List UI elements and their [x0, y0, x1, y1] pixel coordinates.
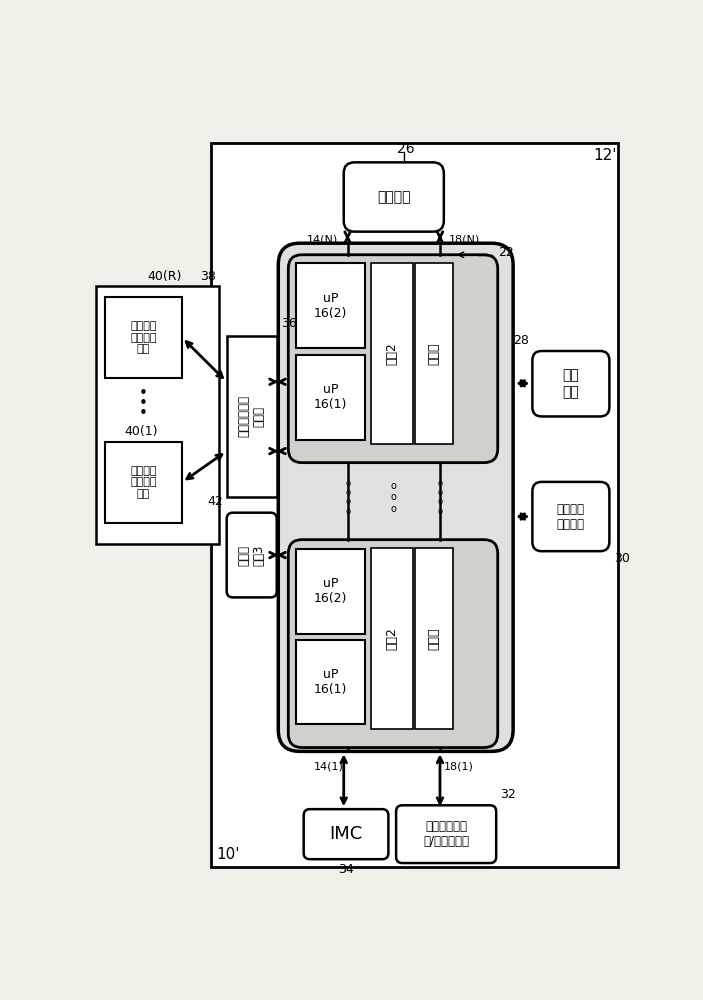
Text: o: o	[391, 481, 396, 491]
Text: o: o	[437, 488, 443, 497]
Bar	[370, 548, 413, 729]
Bar	[415, 548, 453, 729]
Text: 多线程: 多线程	[427, 627, 440, 650]
Bar	[105, 297, 182, 378]
Text: uP
16(2): uP 16(2)	[314, 292, 347, 320]
Text: 等级2: 等级2	[385, 627, 399, 650]
Text: 双速率动
态随机存
储器: 双速率动 态随机存 储器	[130, 466, 157, 499]
Text: o: o	[437, 497, 443, 506]
Text: 双速率动
态随机存
储器: 双速率动 态随机存 储器	[130, 321, 157, 354]
Bar	[370, 263, 413, 444]
Text: o: o	[345, 497, 350, 506]
Text: o: o	[345, 507, 350, 516]
Text: 存储
装置: 存储 装置	[562, 369, 579, 399]
Text: 18(1): 18(1)	[444, 762, 474, 772]
Text: •: •	[139, 396, 148, 411]
Text: 26: 26	[396, 142, 414, 156]
Text: o: o	[391, 504, 396, 514]
Text: o: o	[345, 479, 350, 488]
Text: 40(1): 40(1)	[124, 425, 157, 438]
Bar	[212, 143, 618, 867]
FancyBboxPatch shape	[278, 243, 513, 751]
Bar	[296, 263, 366, 348]
Text: 28: 28	[512, 334, 529, 347]
FancyBboxPatch shape	[532, 351, 610, 416]
Text: IMC: IMC	[330, 825, 363, 843]
Text: 14(N): 14(N)	[307, 234, 338, 244]
Text: 32: 32	[500, 788, 516, 801]
Text: 多线程: 多线程	[427, 342, 440, 365]
Text: 42: 42	[207, 495, 223, 508]
FancyBboxPatch shape	[226, 513, 277, 597]
Text: o: o	[345, 488, 350, 497]
Text: o: o	[437, 507, 443, 516]
Bar	[226, 336, 277, 497]
Text: 22: 22	[498, 246, 513, 259]
Text: uP
16(2): uP 16(2)	[314, 577, 347, 605]
Text: 30: 30	[614, 552, 630, 565]
Text: 经压缩
等级3: 经压缩 等级3	[238, 544, 266, 566]
Text: o: o	[391, 492, 396, 502]
Text: 经压缩存储器
控制器: 经压缩存储器 控制器	[238, 395, 266, 437]
Text: 直接存储器存
取/硬件加速器: 直接存储器存 取/硬件加速器	[423, 820, 469, 848]
Bar	[296, 549, 366, 634]
FancyBboxPatch shape	[288, 255, 498, 463]
Text: o: o	[437, 479, 443, 488]
Text: •: •	[139, 386, 148, 401]
Bar	[105, 442, 182, 523]
Text: 14(1): 14(1)	[314, 762, 344, 772]
Text: 18(N): 18(N)	[449, 234, 480, 244]
FancyBboxPatch shape	[288, 540, 498, 748]
FancyBboxPatch shape	[344, 162, 444, 232]
Bar	[296, 355, 366, 440]
Text: 36: 36	[281, 317, 297, 330]
Bar	[296, 640, 366, 724]
FancyBboxPatch shape	[304, 809, 388, 859]
Bar	[415, 263, 453, 444]
Text: uP
16(1): uP 16(1)	[314, 383, 347, 411]
Text: 外围装置: 外围装置	[377, 190, 411, 204]
Text: 等级2: 等级2	[385, 342, 399, 365]
Text: 34: 34	[338, 863, 354, 876]
Text: 10': 10'	[217, 847, 240, 862]
Text: 12': 12'	[594, 148, 617, 163]
Text: •: •	[139, 406, 148, 421]
Text: 快速外围
组件互连: 快速外围 组件互连	[557, 503, 585, 531]
FancyBboxPatch shape	[396, 805, 496, 863]
Text: 38: 38	[200, 270, 216, 283]
Bar	[96, 286, 219, 543]
Text: 40(R): 40(R)	[148, 270, 182, 283]
FancyBboxPatch shape	[532, 482, 610, 551]
Text: uP
16(1): uP 16(1)	[314, 668, 347, 696]
